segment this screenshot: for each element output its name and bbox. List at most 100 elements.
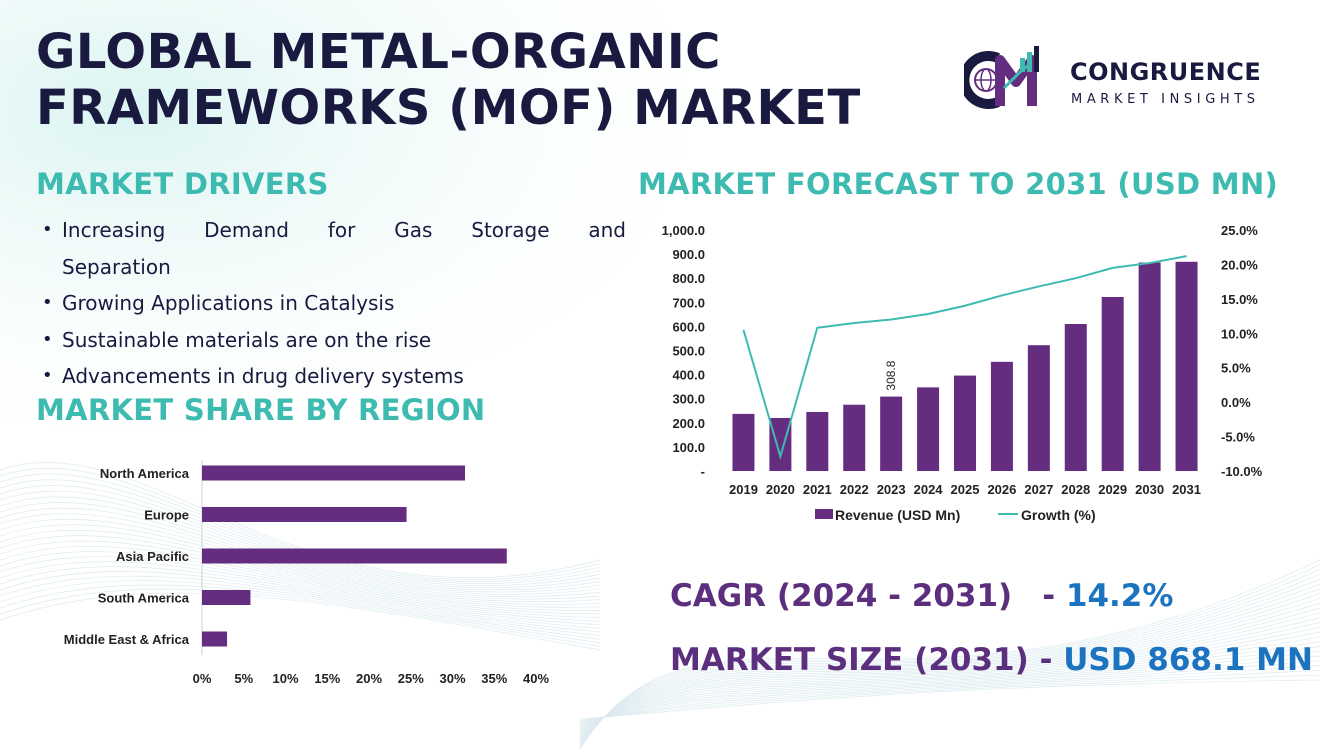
- region-bar: [202, 590, 251, 605]
- wave-line: [0, 479, 601, 585]
- y-left-tick-label: 600.0: [672, 319, 705, 334]
- title-line-1: GLOBAL METAL-ORGANIC: [36, 24, 721, 80]
- revenue-bar: [1175, 261, 1198, 471]
- market-size-value: USD 868.1 MN: [1063, 642, 1313, 678]
- revenue-bar: [880, 396, 903, 471]
- brand-name: CONGRUENCE: [1070, 58, 1262, 86]
- wave-line: [579, 631, 1320, 732]
- wave-line: [579, 646, 1320, 728]
- wave-line: [579, 617, 1320, 735]
- region-bar: [202, 548, 507, 564]
- region-bar: [202, 465, 466, 481]
- region-label: Middle East & Africa: [64, 632, 190, 647]
- wave-line: [579, 650, 1320, 727]
- wave-line: [0, 575, 601, 636]
- revenue-bar: [990, 361, 1013, 471]
- driver-item-1: Increasing Demand for Gas Storage and Se…: [40, 212, 626, 285]
- region-label: Europe: [144, 508, 189, 523]
- y-left-tick-label: -: [701, 464, 705, 479]
- x-tick-label: 35%: [481, 671, 507, 686]
- title-line-2: FRAMEWORKS (MOF) MARKET: [36, 80, 861, 136]
- cagr-kpi: CAGR (2024 - 2031) - 14.2%: [670, 578, 1173, 614]
- wave-line: [0, 473, 601, 583]
- y-right-tick-label: 5.0%: [1221, 361, 1251, 376]
- region-label: South America: [98, 591, 190, 606]
- region-bar: [202, 507, 407, 522]
- revenue-bar: [917, 387, 940, 471]
- revenue-bar: [1064, 323, 1087, 471]
- wave-line: [579, 660, 1320, 725]
- wave-line: [579, 636, 1320, 731]
- cagr-label: CAGR (2024 - 2031): [670, 578, 1013, 614]
- y-left-tick-label: 900.0: [672, 247, 705, 262]
- wave-line: [0, 540, 601, 611]
- brand-logo: CONGRUENCE MARKET INSIGHTS: [964, 44, 1294, 114]
- wave-line: [579, 622, 1320, 734]
- region-label: North America: [100, 466, 190, 481]
- wave-line: [579, 578, 1320, 745]
- legend-label-growth: Growth (%): [1021, 507, 1096, 523]
- wave-line: [0, 496, 601, 591]
- legend-swatch-revenue: [815, 509, 833, 519]
- brand-tagline: MARKET INSIGHTS: [1071, 92, 1260, 107]
- wave-line: [579, 574, 1320, 746]
- page-title: GLOBAL METAL-ORGANIC FRAMEWORKS (MOF) MA…: [36, 24, 936, 136]
- logo-mark-icon: [964, 46, 1039, 109]
- x-tick-label: 30%: [439, 671, 465, 686]
- driver-item-3: Sustainable materials are on the rise: [40, 322, 626, 359]
- wave-line: [0, 566, 601, 629]
- wave-line: [0, 561, 601, 626]
- drivers-heading: MARKET DRIVERS: [36, 167, 329, 201]
- y-right-tick-label: 0.0%: [1221, 395, 1251, 410]
- x-tick-label: 2028: [1061, 482, 1090, 497]
- y-right-tick-label: -5.0%: [1221, 430, 1255, 445]
- bar-data-label: 308.8: [884, 360, 898, 390]
- wave-line: [0, 490, 601, 589]
- wave-line: [0, 580, 601, 640]
- wave-line: [0, 507, 601, 595]
- y-left-tick-label: 800.0: [672, 271, 705, 286]
- x-tick-label: 2020: [766, 482, 795, 497]
- wave-line: [0, 571, 601, 633]
- wave-line: [579, 583, 1320, 744]
- revenue-bar: [732, 413, 755, 471]
- x-tick-label: 2023: [877, 482, 906, 497]
- revenue-bar: [954, 375, 976, 471]
- y-left-tick-label: 500.0: [672, 344, 705, 359]
- y-left-tick-label: 700.0: [672, 295, 705, 310]
- cagr-separator: -: [1042, 578, 1056, 614]
- x-tick-label: 0%: [193, 671, 212, 686]
- x-tick-label: 2021: [803, 482, 832, 497]
- wave-line: [0, 485, 601, 587]
- wave-line: [579, 588, 1320, 743]
- market-size-kpi: MARKET SIZE (2031) - USD 868.1 MN: [670, 642, 1313, 678]
- x-tick-label: 40%: [523, 671, 549, 686]
- wave-line: [0, 462, 601, 578]
- x-tick-label: 2027: [1024, 482, 1053, 497]
- wave-line: [579, 564, 1320, 748]
- x-tick-label: 5%: [234, 671, 253, 686]
- y-right-tick-label: 25.0%: [1221, 223, 1258, 238]
- wave-line: [579, 593, 1320, 741]
- wave-line: [579, 626, 1320, 733]
- y-left-tick-label: 1,000.0: [662, 223, 705, 238]
- x-tick-label: 25%: [398, 671, 424, 686]
- revenue-bar: [769, 417, 792, 471]
- y-right-tick-label: 15.0%: [1221, 292, 1258, 307]
- x-tick-label: 2026: [987, 482, 1016, 497]
- y-left-tick-label: 200.0: [672, 416, 705, 431]
- x-tick-label: 2019: [729, 482, 758, 497]
- market-size-label: MARKET SIZE (2031): [670, 642, 1029, 678]
- y-right-tick-label: 10.0%: [1221, 326, 1258, 341]
- driver-item-2: Growing Applications in Catalysis: [40, 285, 626, 322]
- wave-line: [579, 674, 1320, 721]
- wave-line: [579, 665, 1320, 723]
- wave-line: [579, 607, 1320, 738]
- revenue-bar: [843, 404, 866, 471]
- region-heading: MARKET SHARE BY REGION: [36, 393, 486, 427]
- y-right-tick-label: 20.0%: [1221, 257, 1258, 272]
- x-tick-label: 2022: [840, 482, 869, 497]
- growth-line: [742, 255, 1187, 461]
- wave-line: [579, 569, 1320, 747]
